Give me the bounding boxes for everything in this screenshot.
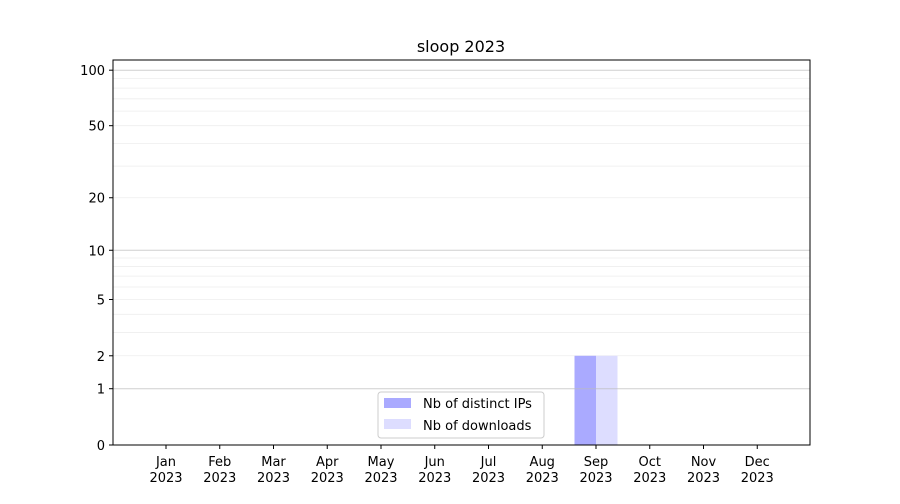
x-tick-label-year: 2023 xyxy=(741,471,774,486)
legend: Nb of distinct IPs Nb of downloads xyxy=(377,391,545,439)
x-tick-label-year: 2023 xyxy=(472,471,505,486)
bar-downloads xyxy=(596,355,618,445)
y-tick-label: 20 xyxy=(88,192,105,207)
x-tick-label-year: 2023 xyxy=(311,471,344,486)
x-tick-label-month: May xyxy=(368,455,395,470)
legend-label-distinct-ips: Nb of distinct IPs xyxy=(423,397,532,412)
x-tick-label-year: 2023 xyxy=(579,471,612,486)
x-tick-label-year: 2023 xyxy=(633,471,666,486)
y-tick-label: 0 xyxy=(97,439,105,454)
x-tick-label-month: Nov xyxy=(691,455,717,470)
x-tick-label-year: 2023 xyxy=(203,471,236,486)
x-tick-label-month: Oct xyxy=(639,455,661,470)
x-tick-label-month: Aug xyxy=(530,455,555,470)
x-tick-label-year: 2023 xyxy=(257,471,290,486)
legend-label-downloads: Nb of downloads xyxy=(423,419,532,434)
legend-swatch-downloads xyxy=(384,419,411,429)
y-tick-label: 1 xyxy=(97,383,105,398)
y-tick-label: 5 xyxy=(97,293,105,308)
x-tick-label-year: 2023 xyxy=(687,471,720,486)
legend-swatch-distinct-ips xyxy=(384,398,411,408)
x-tick-label-month: Mar xyxy=(261,455,286,470)
bar-distinct-ips xyxy=(574,355,596,445)
x-tick-label-month: Feb xyxy=(208,455,231,470)
y-tick-label: 100 xyxy=(80,64,105,79)
y-tick-label: 2 xyxy=(97,350,105,365)
x-tick-label-month: Dec xyxy=(745,455,770,470)
x-tick-label-year: 2023 xyxy=(149,471,182,486)
legend-box xyxy=(377,391,545,439)
x-tick-label-month: Jul xyxy=(480,455,497,470)
chart-title: sloop 2023 xyxy=(417,37,505,56)
x-tick-label-month: Apr xyxy=(316,455,339,470)
y-tick-label: 10 xyxy=(88,244,105,259)
x-tick-label-year: 2023 xyxy=(364,471,397,486)
x-tick-label-year: 2023 xyxy=(418,471,451,486)
x-tick-label-month: Jan xyxy=(155,455,176,470)
x-tick-label-month: Jun xyxy=(424,455,445,470)
x-tick-label-year: 2023 xyxy=(526,471,559,486)
y-tick-label: 50 xyxy=(88,120,105,135)
x-tick-label-month: Sep xyxy=(584,455,609,470)
plot-frame xyxy=(112,59,811,446)
